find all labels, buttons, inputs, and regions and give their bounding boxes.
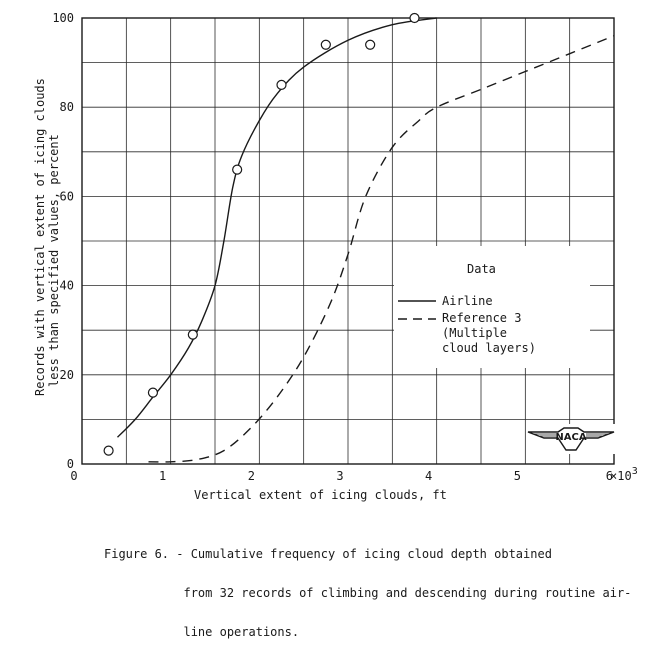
- y-tick-label: 40: [60, 279, 74, 293]
- plot-frame: [81, 17, 615, 465]
- caption-line-1: Figure 6. - Cumulative frequency of icin…: [104, 547, 552, 561]
- caption-line-2: from 32 records of climbing and descendi…: [104, 586, 632, 600]
- y-tick-label: 60: [60, 189, 74, 203]
- y-tick-label: 20: [60, 368, 74, 382]
- x-tick-label: 2: [248, 469, 255, 483]
- legend-label-reference: Reference 3: [442, 311, 521, 325]
- legend: Data Airline Reference 3 (Multiple cloud…: [394, 246, 590, 368]
- series-layer: [103, 12, 615, 463]
- y-tick-label: 0: [67, 457, 74, 471]
- series-line-airline: [117, 17, 437, 438]
- x-tick-label: 1: [159, 469, 166, 483]
- x-tick-label: 6: [606, 469, 613, 483]
- x-tick-label: 4: [425, 469, 432, 483]
- data-point-airline: [409, 12, 420, 24]
- legend-label-reference-line-3: cloud layers): [442, 341, 536, 355]
- data-point-airline: [232, 164, 243, 175]
- data-point-airline: [147, 387, 159, 398]
- legend-label-reference-line-2: (Multiple: [442, 326, 507, 340]
- data-point-airline: [365, 39, 376, 50]
- y-tick-label: 100: [52, 11, 74, 25]
- y-axis-title-line-1: Records with vertical extent of icing cl…: [33, 78, 47, 396]
- naca-logo-text: NACA: [555, 432, 586, 443]
- x-tick-label: 3: [336, 469, 343, 483]
- legend-label-airline: Airline: [442, 294, 493, 308]
- x-tick-label: 0: [70, 469, 77, 483]
- y-tick-label: 80: [60, 100, 74, 114]
- data-point-airline: [103, 445, 114, 456]
- caption-line-3: line operations.: [104, 625, 300, 639]
- x-axis-title: Vertical extent of icing clouds, ft: [194, 488, 447, 502]
- x-multiplier-exponent: 3: [632, 466, 638, 477]
- data-point-airline: [320, 39, 331, 50]
- data-point-airline: [276, 79, 287, 91]
- naca-logo-feathers: [534, 433, 608, 437]
- data-point-airline: [187, 329, 198, 340]
- legend-title: Data: [467, 262, 496, 276]
- series-line-reference-3: [148, 35, 615, 463]
- x-tick-label: 5: [514, 469, 521, 483]
- figure-caption: Figure 6. - Cumulative frequency of icin…: [104, 522, 664, 652]
- y-axis-title-line-2: less than specified values, percent: [47, 134, 61, 387]
- legend-box: [394, 246, 590, 368]
- naca-logo: NACA: [526, 424, 616, 454]
- grid-layer: [82, 18, 614, 464]
- naca-logo-wings: [527, 427, 615, 451]
- x-multiplier-label: ×103: [610, 466, 638, 483]
